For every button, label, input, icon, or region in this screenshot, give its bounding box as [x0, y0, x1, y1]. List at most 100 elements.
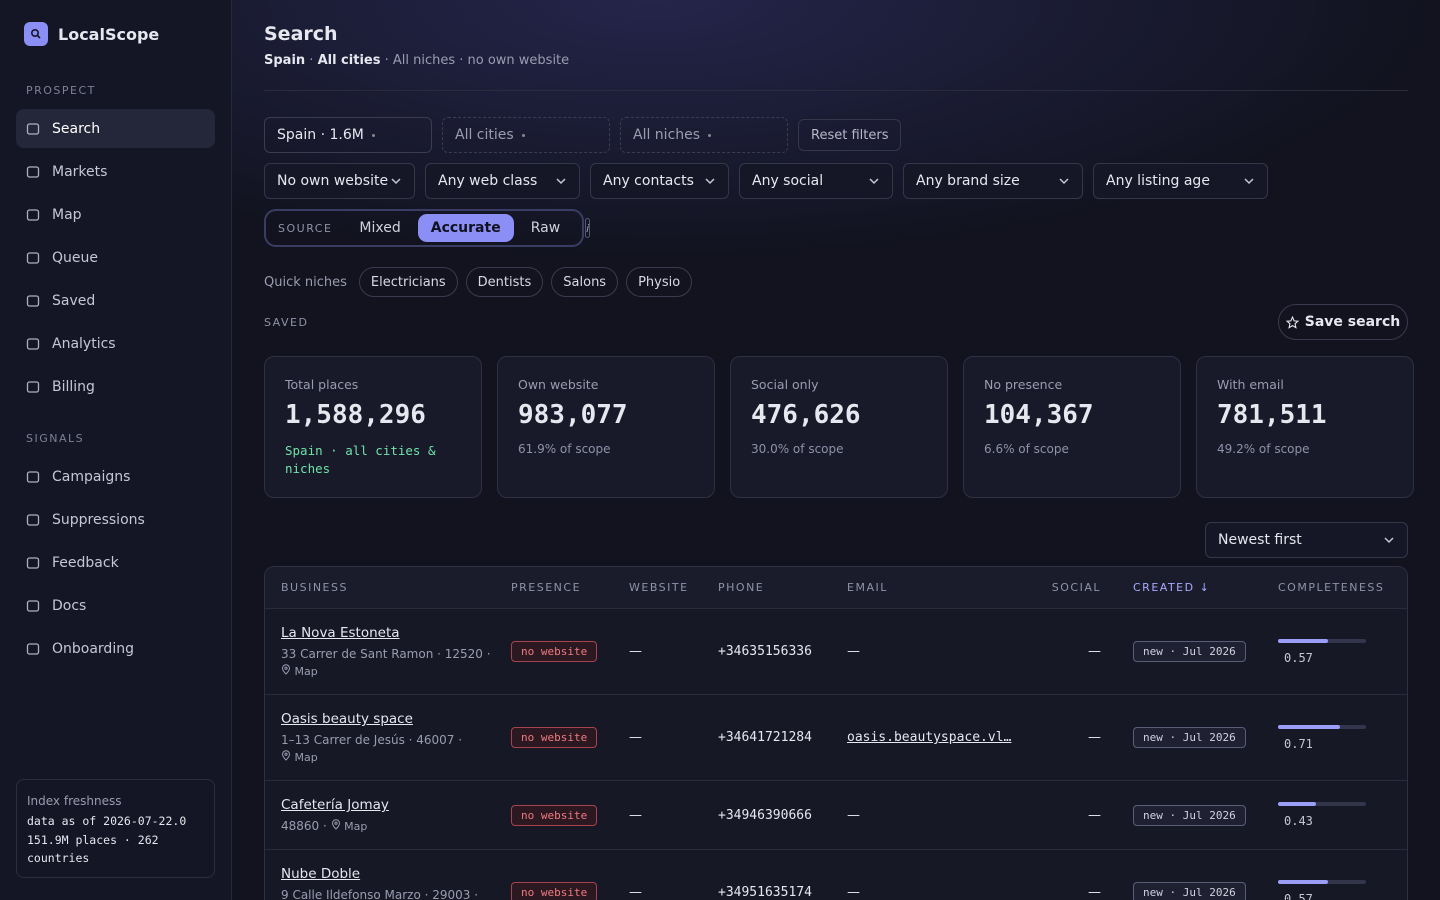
social-cell: —: [1088, 807, 1101, 823]
table-row[interactable]: Cafetería Jomay 48860 · Map no website — +34…: [265, 780, 1407, 849]
save-search-button[interactable]: Save search: [1278, 304, 1408, 340]
table-row[interactable]: La Nova Estoneta 33 Carrer de Sant Ramon …: [265, 608, 1407, 694]
nav-item[interactable]: Search: [16, 109, 215, 148]
created-tag: new · Jul 2026: [1133, 882, 1246, 900]
completeness-value: 0.57: [1284, 650, 1313, 665]
filter-label: Any brand size: [916, 173, 1020, 189]
subtitle-part: All cities: [317, 53, 381, 68]
filter-select[interactable]: No own website: [264, 163, 415, 199]
nav-icon: [26, 208, 40, 222]
chevron: [868, 175, 880, 187]
brand-name: LocalScope: [58, 24, 160, 44]
column-header[interactable]: CREATED ↓: [1133, 581, 1211, 594]
business-cell: Cafetería Jomay 48860 · Map: [265, 781, 511, 849]
filter-select[interactable]: Any brand size: [903, 163, 1083, 199]
brand[interactable]: LocalScope: [24, 22, 159, 46]
save-search-label: Save search: [1304, 314, 1401, 330]
filter-label: All cities: [455, 127, 514, 143]
nav-icon: [26, 337, 40, 351]
saved-label: SAVED: [264, 316, 309, 329]
niche-chip[interactable]: Electricians: [358, 267, 458, 297]
business-name[interactable]: La Nova Estoneta: [281, 625, 400, 641]
nav-item[interactable]: Onboarding: [16, 629, 215, 668]
website-cell: —: [629, 730, 642, 745]
page-title: Search: [264, 23, 338, 45]
business-cell: La Nova Estoneta 33 Carrer de Sant Ramon …: [265, 609, 511, 694]
nav-label: Onboarding: [52, 640, 134, 657]
address: 48860 ·: [281, 819, 327, 833]
nav-item[interactable]: Markets: [16, 152, 215, 191]
source-option[interactable]: Mixed: [359, 220, 401, 236]
stat-card: Own website 983,077 61.9% of scope: [497, 356, 715, 498]
source-option[interactable]: Raw: [530, 220, 561, 236]
stat-card: Total places 1,588,296 Spain · all cities …: [264, 356, 482, 498]
chevron: [704, 175, 716, 187]
nav-item[interactable]: Billing: [16, 367, 215, 406]
completeness-track: [1278, 724, 1366, 729]
stat-card: No presence 104,367 6.6% of scope: [963, 356, 1181, 498]
location-filter[interactable]: Spain · 1.6M: [264, 117, 432, 153]
website-cell: —: [629, 807, 642, 823]
completeness-bar: [1278, 879, 1329, 884]
location-filter[interactable]: All cities: [442, 117, 610, 153]
filter-select[interactable]: Any web class: [425, 163, 580, 199]
map-label: Map: [294, 751, 318, 764]
stat-label: With email: [1217, 377, 1284, 392]
filter-select[interactable]: Any contacts: [590, 163, 729, 199]
nav-label: Billing: [52, 378, 95, 395]
stat-value: 104,367: [984, 400, 1094, 430]
location-filter[interactable]: All niches: [620, 117, 788, 153]
social-cell: —: [1088, 730, 1101, 745]
filter-label: Any web class: [438, 173, 538, 189]
filter-dot: [521, 133, 525, 137]
nav-item[interactable]: Docs: [16, 586, 215, 625]
nav-item[interactable]: Saved: [16, 281, 215, 320]
email-cell[interactable]: oasis.beautyspace.vl…: [847, 730, 1012, 745]
reset-filters-button[interactable]: Reset filters: [798, 119, 902, 151]
nav-label: Analytics: [52, 335, 116, 352]
niche-chip[interactable]: Dentists: [465, 267, 544, 297]
table-row[interactable]: Oasis beauty space 1–13 Carrer de Jesús ·…: [265, 694, 1407, 780]
nav-item[interactable]: Feedback: [16, 543, 215, 582]
table-header: BUSINESS PRESENCE WEBSITE PHONE EMAIL SOCIAL C…: [265, 567, 1407, 608]
map-link[interactable]: Map: [281, 750, 318, 764]
nav-icon: [26, 294, 40, 308]
address: 9 Calle Ildefonso Marzo · 29003 ·: [281, 888, 479, 900]
stat-value: 1,588,296: [285, 400, 426, 430]
business-name[interactable]: Nube Doble: [281, 866, 361, 882]
niche-chip[interactable]: Salons: [551, 267, 619, 297]
freshness-title: Index freshness: [27, 794, 122, 808]
presence-pill: no website: [511, 641, 598, 662]
nav-item[interactable]: Queue: [16, 238, 215, 277]
map-link[interactable]: Map: [331, 819, 367, 833]
business-name[interactable]: Oasis beauty space: [281, 711, 413, 727]
niche-chip[interactable]: Physio: [626, 267, 693, 297]
nav-item[interactable]: Campaigns: [16, 457, 215, 496]
nav-icon: [26, 642, 40, 656]
nav-item[interactable]: Suppressions: [16, 500, 215, 539]
nav-item[interactable]: Analytics: [16, 324, 215, 363]
filter-label: Any social: [752, 173, 824, 189]
info-button[interactable]: i: [585, 218, 591, 238]
map-link[interactable]: Map: [281, 664, 318, 678]
nav-icon: [26, 470, 40, 484]
source-toggle: SOURCE Mixed Accurate Raw i: [264, 209, 591, 247]
presence-pill: no website: [511, 804, 598, 826]
business-cell: Nube Doble 9 Calle Ildefonso Marzo · 2900…: [265, 850, 511, 900]
column-header: SOCIAL: [1051, 581, 1101, 594]
source-option[interactable]: Accurate: [417, 214, 514, 242]
stat-label: Own website: [518, 377, 599, 392]
presence-pill: no website: [511, 727, 598, 748]
nav-icon: [26, 380, 40, 394]
completeness-cell: 0.57: [1278, 638, 1407, 665]
nav-item[interactable]: Map: [16, 195, 215, 234]
sort-select[interactable]: Newest first: [1205, 522, 1408, 558]
subtitle-part: ·: [305, 53, 318, 68]
stat-note: 6.6% of scope: [984, 442, 1069, 456]
nav-icon: [26, 556, 40, 570]
business-name[interactable]: Cafetería Jomay: [281, 797, 389, 813]
filter-select[interactable]: Any social: [739, 163, 893, 199]
nav-label: Feedback: [52, 554, 119, 571]
table-row[interactable]: Nube Doble 9 Calle Ildefonso Marzo · 2900…: [265, 849, 1407, 900]
filter-select[interactable]: Any listing age: [1093, 163, 1268, 199]
